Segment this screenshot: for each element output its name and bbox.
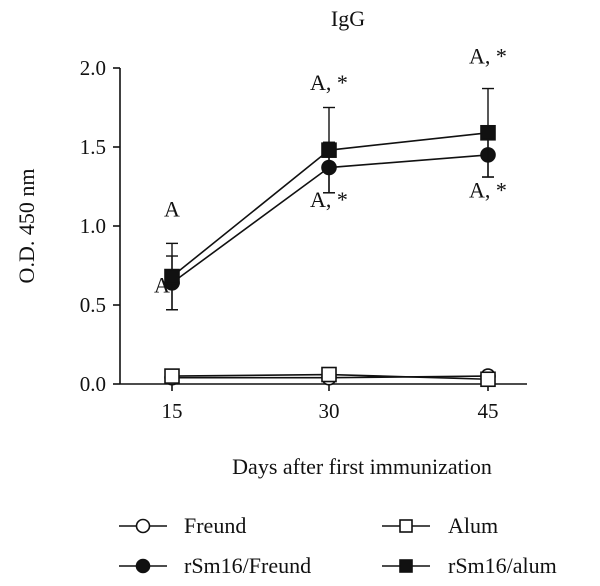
x-tick-label: 45 (478, 399, 499, 423)
legend-label-rsm16-alum: rSm16/alum (448, 553, 557, 578)
data-point-rsm16-alum (164, 268, 180, 285)
y-ticks: 0.0 0.5 1.0 1.5 2.0 (80, 56, 120, 396)
y-tick-label: 1.5 (80, 135, 106, 159)
plot-area (164, 87, 496, 388)
legend-label-freund: Freund (184, 513, 246, 538)
legend-marker-freund-icon (135, 518, 151, 534)
legend-marker-alum-icon (399, 519, 413, 533)
x-ticks: 15 30 45 (162, 384, 499, 423)
significance-annotation: A, * (469, 43, 507, 68)
x-tick-label: 30 (319, 399, 340, 423)
legend-label-alum: Alum (448, 513, 498, 538)
y-tick-label: 2.0 (80, 56, 106, 80)
x-axis-label: Days after first immunization (232, 454, 492, 479)
data-point-rsm16-alum (480, 124, 496, 141)
legend: Freund Alum rSm16/Freund rSm16/alum (119, 513, 557, 578)
data-point-rsm16-alum (321, 142, 337, 158)
y-tick-label: 1.0 (80, 214, 106, 238)
x-tick-label: 15 (162, 399, 183, 423)
significance-annotation: A, * (469, 178, 507, 203)
significance-annotation: A, * (310, 187, 348, 212)
annotations: A A A, * A, * A, * A, * (154, 43, 507, 297)
legend-label-rsm16-freund: rSm16/Freund (184, 553, 311, 578)
legend-marker-rsm16-freund-icon (135, 558, 151, 574)
legend-item-alum: Alum (382, 513, 498, 538)
chart-title: IgG (331, 6, 365, 31)
legend-item-rsm16-freund: rSm16/Freund (119, 553, 311, 578)
significance-annotation: A (164, 197, 180, 222)
legend-item-rsm16-alum: rSm16/alum (382, 553, 557, 578)
y-tick-label: 0.0 (80, 372, 106, 396)
y-tick-label: 0.5 (80, 293, 106, 317)
data-point-alum (164, 368, 180, 384)
significance-annotation: A (154, 272, 170, 297)
y-axis-label: O.D. 450 nm (14, 169, 39, 284)
significance-annotation: A, * (310, 70, 348, 95)
data-point-alum (480, 371, 496, 388)
legend-marker-rsm16-alum-icon (399, 559, 413, 573)
legend-item-freund: Freund (119, 513, 246, 538)
data-point-alum (321, 366, 337, 383)
